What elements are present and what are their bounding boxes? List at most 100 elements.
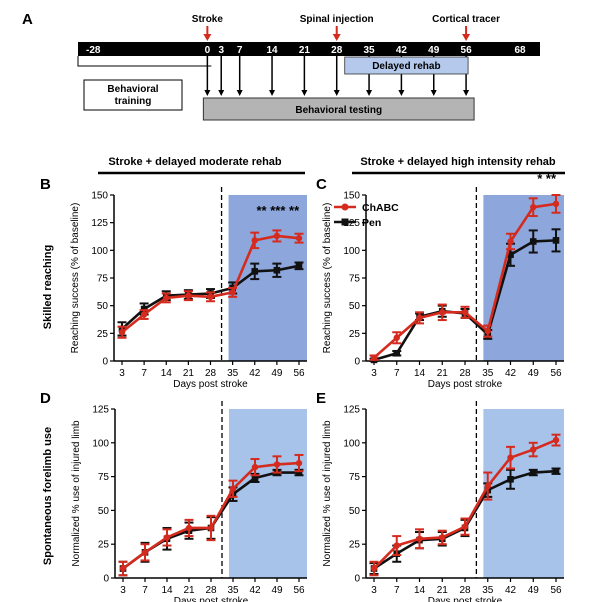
y-axis-label-b: Reaching success (% of baseline) [70,203,81,354]
test-arrowhead-3 [269,90,276,96]
chart-panel-d: D 0 25 50 75 100 125 3 7 14 21 28 35 42 49 56 Days post … [40,390,307,602]
point-d-chabc-5 [229,485,237,492]
timeline-tick-0: 0 [205,45,211,56]
point-c-pen-7 [529,238,537,245]
timeline-bar [78,42,540,56]
x-tick-label-c-49: 49 [528,368,540,379]
point-c-pen-8 [552,237,560,244]
x-tick-label-b-7: 7 [141,368,147,379]
event-label-2: Cortical tracer [432,14,500,25]
point-e-chabc-5 [484,482,491,490]
point-e-pen-8 [552,467,560,475]
training-bracket [77,56,212,67]
x-tick-label-b-42: 42 [249,368,261,379]
point-c-chabc-2 [416,314,423,322]
x-tick-label-e-3: 3 [371,585,377,596]
significance-b: ** *** ** [256,203,300,218]
y-tick-label-d-50: 50 [98,506,110,517]
y-tick-label-c-100: 100 [343,246,360,257]
point-b-chabc-6 [251,237,258,244]
test-arrowhead-7 [398,90,405,96]
point-b-pen-7 [273,266,281,274]
y-axis-label-c: Reaching success (% of baseline) [322,203,333,354]
timeline-tick-14: 14 [266,45,278,56]
delayed-rehab-box [344,56,469,75]
x-axis-label-c: Days post stroke [428,379,503,390]
y-tick-label-e-25: 25 [349,540,361,551]
x-tick-label-c-35: 35 [482,368,494,379]
x-tick-label-c-21: 21 [437,368,449,379]
point-d-chabc-6 [251,463,259,471]
point-e-chabc-1 [393,542,400,549]
behavioral-testing-box [202,97,475,121]
behavioral-training-label-2: training [115,96,152,107]
y-tick-label-d-125: 125 [92,405,109,416]
timeline-tick-49: 49 [428,45,440,56]
y-tick-label-b-125: 125 [91,218,108,229]
point-e-chabc-4 [461,523,469,530]
x-tick-label-b-3: 3 [119,368,125,379]
point-b-pen-1 [140,305,148,313]
timeline-tick--28: -28 [86,45,101,56]
rehab-shading-b [228,195,307,361]
test-arrowhead-0 [204,90,211,96]
y-tick-label-d-0: 0 [103,574,109,585]
header-left: Stroke + delayed moderate rehab [108,156,282,168]
y-tick-label-b-25: 25 [97,329,109,340]
column-headers: Stroke + delayed moderate rehab Stroke +… [98,156,565,175]
point-b-chabc-8 [295,234,303,242]
x-tick-label-e-7: 7 [394,585,400,596]
timeline-panel: A -28 0 3 7 14 21 28 35 42 49 56 68 Stroke Spinal inj… [22,11,540,121]
point-b-chabc-0 [118,329,126,336]
timeline-tick-56: 56 [461,45,473,56]
point-b-chabc-5 [229,289,236,296]
behavioral-training-box [83,79,183,111]
point-c-chabc-6 [507,238,514,245]
x-tick-label-e-28: 28 [459,585,471,596]
x-tick-label-d-35: 35 [227,585,239,596]
delayed-rehab-label: Delayed rehab [372,61,440,72]
y-tick-label-c-50: 50 [349,301,361,312]
x-tick-label-d-28: 28 [205,585,217,596]
x-tick-label-e-21: 21 [437,585,449,596]
point-d-chabc-7 [273,461,281,468]
point-b-chabc-1 [140,311,148,318]
x-tick-label-b-21: 21 [183,368,195,379]
x-tick-label-d-3: 3 [120,585,126,596]
y-tick-label-b-0: 0 [102,357,108,368]
x-tick-label-c-56: 56 [550,368,562,379]
point-d-chabc-0 [119,565,127,572]
test-arrowhead-9 [463,90,470,96]
timeline-tick-3: 3 [218,45,224,56]
x-tick-label-d-14: 14 [161,585,173,596]
point-b-chabc-3 [185,292,192,299]
point-c-chabc-0 [370,354,378,361]
x-tick-label-c-14: 14 [414,368,426,379]
panel-letter-a: A [22,11,33,28]
row-label-top: Skilled reaching [42,245,54,329]
x-axis-label-d: Days post stroke [174,596,249,602]
timeline-tick-7: 7 [237,45,243,56]
event-arrowhead-1 [332,34,341,41]
rehab-shading-d [229,409,307,578]
x-axis-label-e: Days post stroke [428,596,503,602]
point-c-chabc-4 [461,309,469,316]
x-tick-label-b-28: 28 [205,368,217,379]
point-c-chabc-1 [393,334,400,341]
point-c-chabc-8 [552,200,560,208]
x-tick-label-e-56: 56 [550,585,562,596]
header-right: Stroke + delayed high intensity rehab [360,156,556,168]
timeline-tick-42: 42 [396,45,408,56]
chart-panel-e: E 0 25 50 75 100 125 3 7 14 21 28 35 42 49 56 Days post … [316,390,564,602]
point-e-pen-7 [529,469,537,476]
y-tick-label-d-25: 25 [98,540,110,551]
point-e-pen-6 [507,476,514,483]
point-d-chabc-3 [185,524,193,532]
legend-chabc-marker [341,203,349,211]
point-c-chabc-5 [484,327,491,335]
x-axis-label-b: Days post stroke [173,379,248,390]
timeline-tick-21: 21 [299,45,311,56]
point-c-chabc-3 [439,309,446,316]
y-tick-label-c-25: 25 [349,329,361,340]
